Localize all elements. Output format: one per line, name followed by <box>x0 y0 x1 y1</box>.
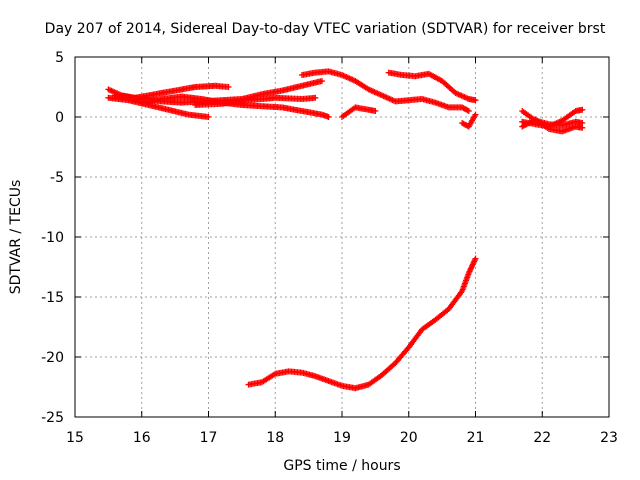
axis-ticks: 15 16 17 18 19 20 21 22 23 -25 -20 -15 -10 -5 0 5 <box>41 50 618 446</box>
data-point <box>579 106 586 113</box>
data-point <box>325 114 332 120</box>
plot-frame <box>74 56 610 418</box>
y-tick-label: 0 <box>55 110 64 126</box>
data-point <box>465 108 472 114</box>
data-point <box>472 97 479 104</box>
x-tick-label: 15 <box>66 430 84 446</box>
data-point <box>472 111 479 118</box>
series-arc-c <box>112 82 232 101</box>
data-point <box>312 94 319 101</box>
series-arc-l <box>519 116 586 135</box>
data-point <box>472 255 479 262</box>
x-tick-label: 16 <box>133 430 151 446</box>
data-point <box>372 108 379 114</box>
y-tick-label: -5 <box>50 170 64 186</box>
data-point <box>579 124 586 131</box>
chart-title: Day 207 of 2014, Sidereal Day-to-day VTE… <box>45 21 606 37</box>
series-arc-i <box>459 111 479 130</box>
data-point <box>464 107 471 114</box>
y-tick-label: 5 <box>55 50 64 66</box>
x-tick-label: 21 <box>467 430 485 446</box>
y-tick-label: -20 <box>41 350 64 366</box>
data-point <box>225 84 232 90</box>
y-tick-label: -25 <box>41 410 64 426</box>
series-arc-m <box>245 255 479 392</box>
series-arc-e <box>192 94 319 108</box>
x-tick-label: 18 <box>266 430 284 446</box>
x-tick-label: 20 <box>400 430 418 446</box>
y-axis-label: SDTVAR / TECUs <box>8 180 24 295</box>
data-points <box>105 68 586 392</box>
x-tick-label: 23 <box>600 430 618 446</box>
x-tick-label: 17 <box>200 430 218 446</box>
data-point <box>205 114 212 120</box>
x-tick-label: 19 <box>333 430 351 446</box>
data-point <box>318 78 325 84</box>
grid <box>75 57 609 417</box>
y-tick-label: -15 <box>41 290 64 306</box>
x-axis-label: GPS time / hours <box>283 458 400 474</box>
y-tick-label: -10 <box>41 230 64 246</box>
series-arc-h <box>385 69 479 104</box>
series-arc-g <box>339 104 379 120</box>
x-tick-label: 22 <box>533 430 551 446</box>
series-arc-f <box>298 68 472 114</box>
